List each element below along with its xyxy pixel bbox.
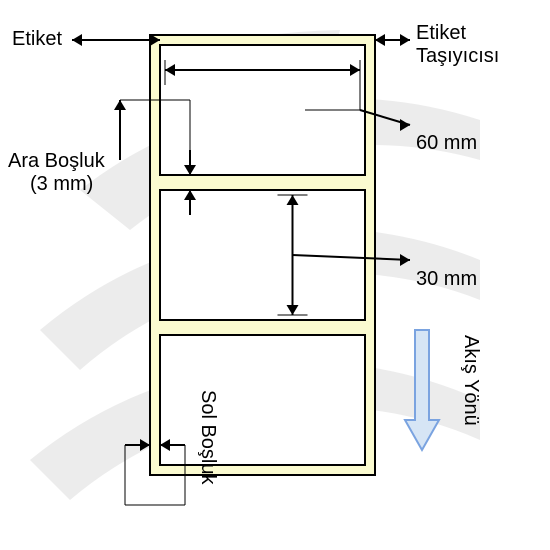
label-akis: Akış Yönü xyxy=(459,335,482,426)
label-ara2: (3 mm) xyxy=(30,173,93,196)
label-tasiyici1: Etiket xyxy=(416,22,466,45)
label-30mm: 30 mm xyxy=(416,268,477,291)
label-60mm: 60 mm xyxy=(416,132,477,155)
label-ara1: Ara Boşluk xyxy=(8,150,105,173)
label-sol: Sol Boşluk xyxy=(196,390,219,485)
label-tasiyici2: Taşıyıcısı xyxy=(416,45,499,68)
label-etiket: Etiket xyxy=(12,28,62,51)
